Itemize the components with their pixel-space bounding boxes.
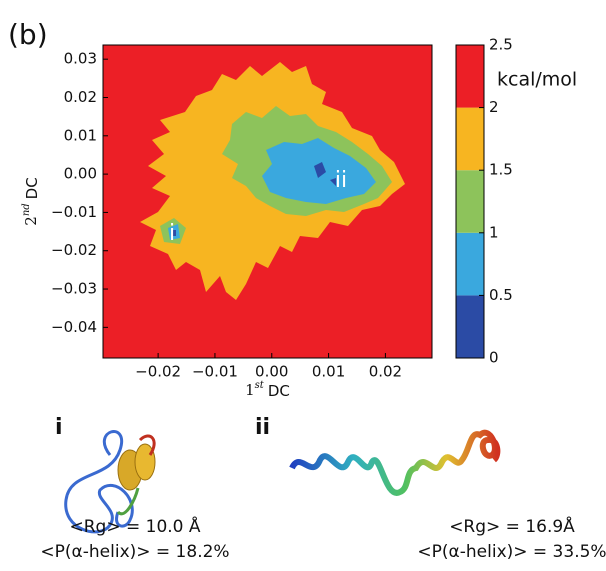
contour-plot — [102, 44, 433, 359]
y-tick-label: −0.04 — [51, 318, 97, 336]
colorbar-band — [456, 295, 484, 358]
colorbar-band — [456, 232, 484, 296]
colorbar-band — [456, 107, 484, 171]
x-axis-label-rest: DC — [268, 382, 290, 400]
x-axis-label-sup: st — [255, 380, 265, 391]
y-axis-label-base: 2 — [22, 216, 40, 226]
x-axis-label-base: 1 — [245, 381, 255, 399]
region-annotation: ii — [335, 168, 347, 193]
structure-rg: <Rg> = 10.0 Å — [69, 515, 200, 537]
structure-helix: <P(α-helix)> = 18.2% — [40, 542, 229, 562]
x-tick-label: −0.01 — [192, 363, 238, 381]
y-tick-label: −0.02 — [51, 241, 97, 259]
x-tick-label: 0.01 — [312, 363, 345, 381]
colorbar-tick-label: 1.5 — [489, 161, 513, 179]
structure-i — [64, 430, 156, 534]
structure-helix: <P(α-helix)> = 33.5% — [417, 542, 606, 562]
colorbar-tick-label: 1 — [489, 223, 499, 241]
colorbar-frame — [455, 44, 485, 359]
structure-label: ii — [255, 415, 270, 440]
y-tick-label: −0.03 — [51, 280, 97, 298]
y-tick-label: 0.00 — [64, 165, 97, 183]
colorbar-tick-label: 2 — [489, 98, 499, 116]
colorbar-band — [456, 170, 484, 233]
y-tick-label: 0.03 — [64, 50, 97, 68]
x-tick-label: 0.02 — [369, 363, 402, 381]
y-axis-label-rest: DC — [23, 177, 41, 199]
x-axis-label: 1st DC — [245, 380, 290, 400]
y-tick-label: 0.01 — [64, 126, 97, 144]
colorbar-tick-label: 2.5 — [489, 36, 513, 54]
contour-region-0.5-1 — [168, 138, 376, 240]
y-tick-label: −0.01 — [51, 203, 97, 221]
x-tick-label: 0.00 — [255, 363, 288, 381]
colorbar-band — [456, 45, 484, 108]
structure-rg: <Rg> = 16.9Å — [449, 515, 575, 537]
panel-label: (b) — [8, 18, 48, 51]
plot-frame — [102, 44, 433, 359]
y-axis-label-sup: nd — [21, 203, 32, 216]
colorbar-label: kcal/mol — [497, 69, 577, 91]
region-annotation: i — [169, 221, 175, 246]
structure-label: i — [55, 415, 63, 440]
structure-ii — [289, 429, 501, 496]
colorbar-tick-label: 0 — [489, 349, 499, 367]
y-tick-label: 0.02 — [64, 88, 97, 106]
contour-region-0-0.5 — [172, 162, 336, 236]
x-tick-label: −0.02 — [135, 363, 181, 381]
colorbar-tick-label: 0.5 — [489, 286, 513, 304]
y-axis-label: 2nd DC — [21, 177, 41, 225]
